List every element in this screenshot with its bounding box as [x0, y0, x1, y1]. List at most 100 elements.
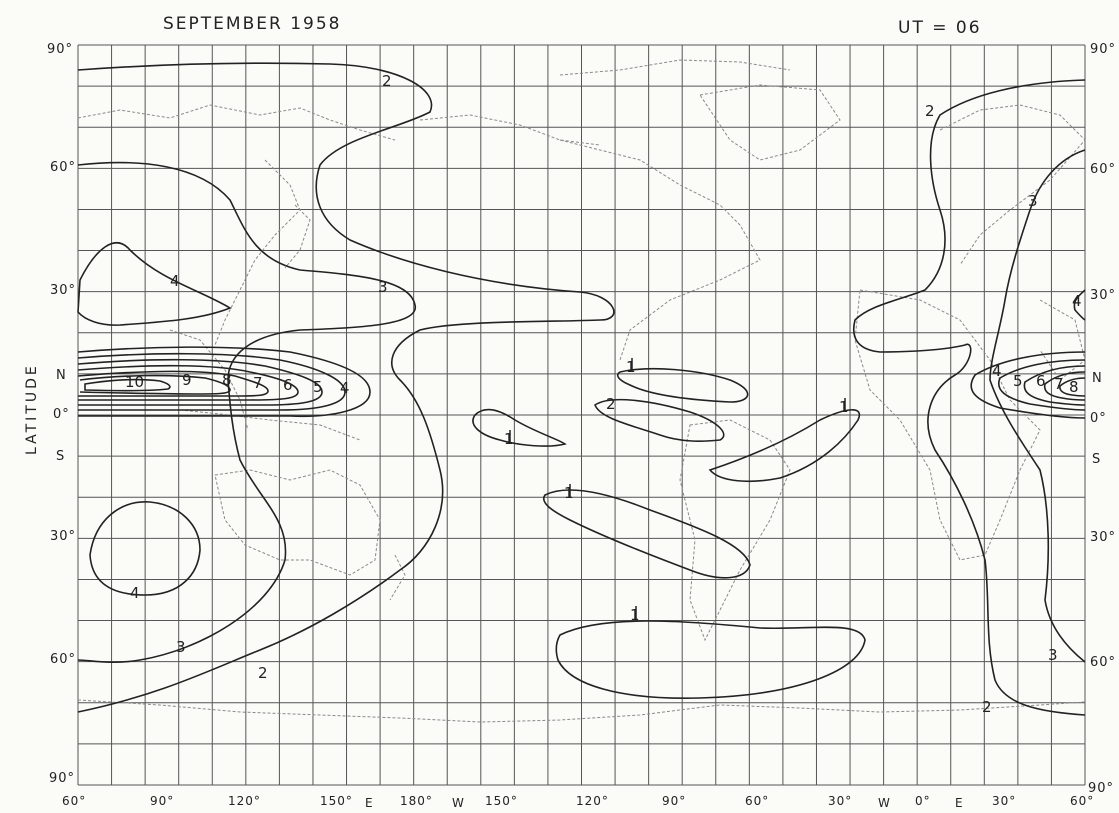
contour-label-1-carib: 1 — [626, 358, 636, 376]
contour-1-carib — [616, 367, 749, 403]
contour-labels: 2 3 4 10 9 8 7 6 5 4 1 1 2 1 1 1 4 3 2 2… — [125, 72, 1082, 716]
contour-eq-7 — [77, 364, 299, 401]
coast-europe — [939, 104, 1086, 266]
contour-1-south — [555, 620, 866, 699]
coast-australia — [214, 469, 381, 576]
contour-label-4-indian: 4 — [130, 584, 140, 602]
right-tick-s: S — [1092, 452, 1102, 467]
x-tick-e: E — [365, 796, 374, 810]
coast-new-zealand — [389, 554, 406, 601]
contour-label-6: 6 — [283, 376, 293, 394]
x-tick-90e: 90° — [150, 794, 175, 808]
contour-4-africa-inner — [1073, 289, 1086, 321]
contour-label-1-sopac: 1 — [564, 484, 574, 502]
contour-eq-8 — [77, 370, 269, 397]
contour-label-3-south: 3 — [176, 638, 186, 656]
x-tick-120e: 120° — [228, 794, 261, 808]
contour-africa-eq-5 — [998, 359, 1086, 411]
x-tick-60e-right: 60° — [1070, 794, 1095, 808]
x-tick-150w: 150° — [485, 794, 518, 808]
contours — [77, 62, 1086, 716]
coast-indochina — [169, 329, 249, 431]
contour-label-1-atlantic: 1 — [839, 398, 849, 416]
x-tick-150e: 150° — [320, 794, 353, 808]
left-tick-30n: 30° — [50, 283, 77, 298]
right-tick-30s: 30° — [1090, 530, 1117, 545]
contour-label-3-safrica: 3 — [1048, 646, 1058, 664]
x-tick-180: 180° — [400, 794, 433, 808]
contour-label-4-right-30: 4 — [1072, 292, 1082, 310]
contour-label-3-europe: 3 — [1028, 192, 1038, 210]
right-tick-90s: 90° — [1088, 781, 1115, 796]
coast-africa — [854, 289, 1041, 561]
coast-alaska — [419, 114, 601, 146]
x-tick-120w: 120° — [576, 794, 609, 808]
x-tick-w: W — [452, 796, 465, 810]
contour-3-pacific — [77, 161, 416, 663]
contour-label-2-carib: 2 — [606, 395, 616, 413]
coast-greenland — [699, 84, 841, 161]
x-tick-e2: E — [955, 796, 964, 810]
contour-1-atlantic — [708, 409, 861, 483]
contour-label-7-africa: 7 — [1054, 375, 1064, 393]
contour-4-asia — [77, 242, 232, 326]
x-tick-90w: 90° — [662, 794, 687, 808]
contour-label-2-north: 2 — [382, 72, 392, 90]
contour-label-2-south: 2 — [258, 664, 268, 682]
coast-antarctica — [77, 699, 1086, 723]
contour-2-atlantic — [853, 79, 1086, 716]
left-tick-30s: 30° — [50, 529, 77, 544]
left-tick-0: 0° — [53, 407, 70, 422]
x-tick-60e: 60° — [62, 794, 87, 808]
contour-label-8: 8 — [222, 371, 232, 389]
map-title: SEPTEMBER 1958 — [163, 14, 342, 34]
lat-lon-grid — [77, 44, 1086, 786]
contour-eq-6 — [77, 358, 323, 406]
contour-2-arctic — [77, 62, 615, 713]
contour-label-1-pacific: 1 — [504, 430, 514, 448]
x-tick-60w: 60° — [745, 794, 770, 808]
contour-label-10: 10 — [125, 373, 144, 391]
contour-eq-9 — [79, 374, 231, 395]
x-tick-0: 0° — [915, 794, 931, 808]
contour-label-4-africa: 4 — [992, 362, 1002, 380]
contour-4-indian — [89, 501, 201, 596]
contour-africa-eq-6 — [1023, 365, 1086, 406]
contour-eq-5 — [77, 352, 346, 411]
left-tick-n: N — [56, 368, 67, 383]
right-tick-n: N — [1092, 371, 1103, 386]
contour-label-4-eq: 4 — [340, 379, 350, 397]
contour-1-sopac — [543, 489, 751, 579]
coast-japan — [284, 204, 311, 269]
right-tick-90n: 90° — [1090, 42, 1117, 57]
ut-label: UT = 06 — [898, 18, 982, 38]
contour-label-2-safrica: 2 — [982, 698, 992, 716]
contour-label-6-africa: 6 — [1036, 372, 1046, 390]
contour-label-9: 9 — [182, 371, 192, 389]
x-tick-30w: 30° — [828, 794, 853, 808]
contour-label-5: 5 — [313, 378, 323, 396]
contour-africa-eq-8 — [1059, 377, 1086, 397]
coast-south-america — [679, 419, 791, 642]
coast-north-pole-land — [559, 59, 791, 76]
contour-3-africa — [989, 149, 1086, 663]
right-tick-60s: 60° — [1090, 655, 1117, 670]
x-tick-30e: 30° — [992, 794, 1017, 808]
coast-east-asia — [214, 159, 301, 346]
contour-2-carib — [594, 398, 725, 442]
contour-label-2-europe: 2 — [925, 102, 935, 120]
left-tick-60n: 60° — [50, 160, 77, 175]
contour-label-3-pacific: 3 — [378, 278, 388, 296]
contour-africa-eq-7 — [1043, 371, 1086, 401]
x-tick-w2: W — [878, 796, 891, 810]
contour-label-5-africa: 5 — [1013, 372, 1023, 390]
left-tick-90s: 90° — [49, 771, 76, 786]
coast-north-america — [559, 139, 761, 361]
contour-1-pacific — [472, 408, 567, 447]
contour-label-7: 7 — [253, 374, 263, 392]
right-tick-0: 0° — [1090, 411, 1107, 426]
left-tick-s: S — [56, 449, 66, 464]
left-tick-60s: 60° — [50, 652, 77, 667]
contour-africa-eq-outer — [970, 351, 1086, 419]
